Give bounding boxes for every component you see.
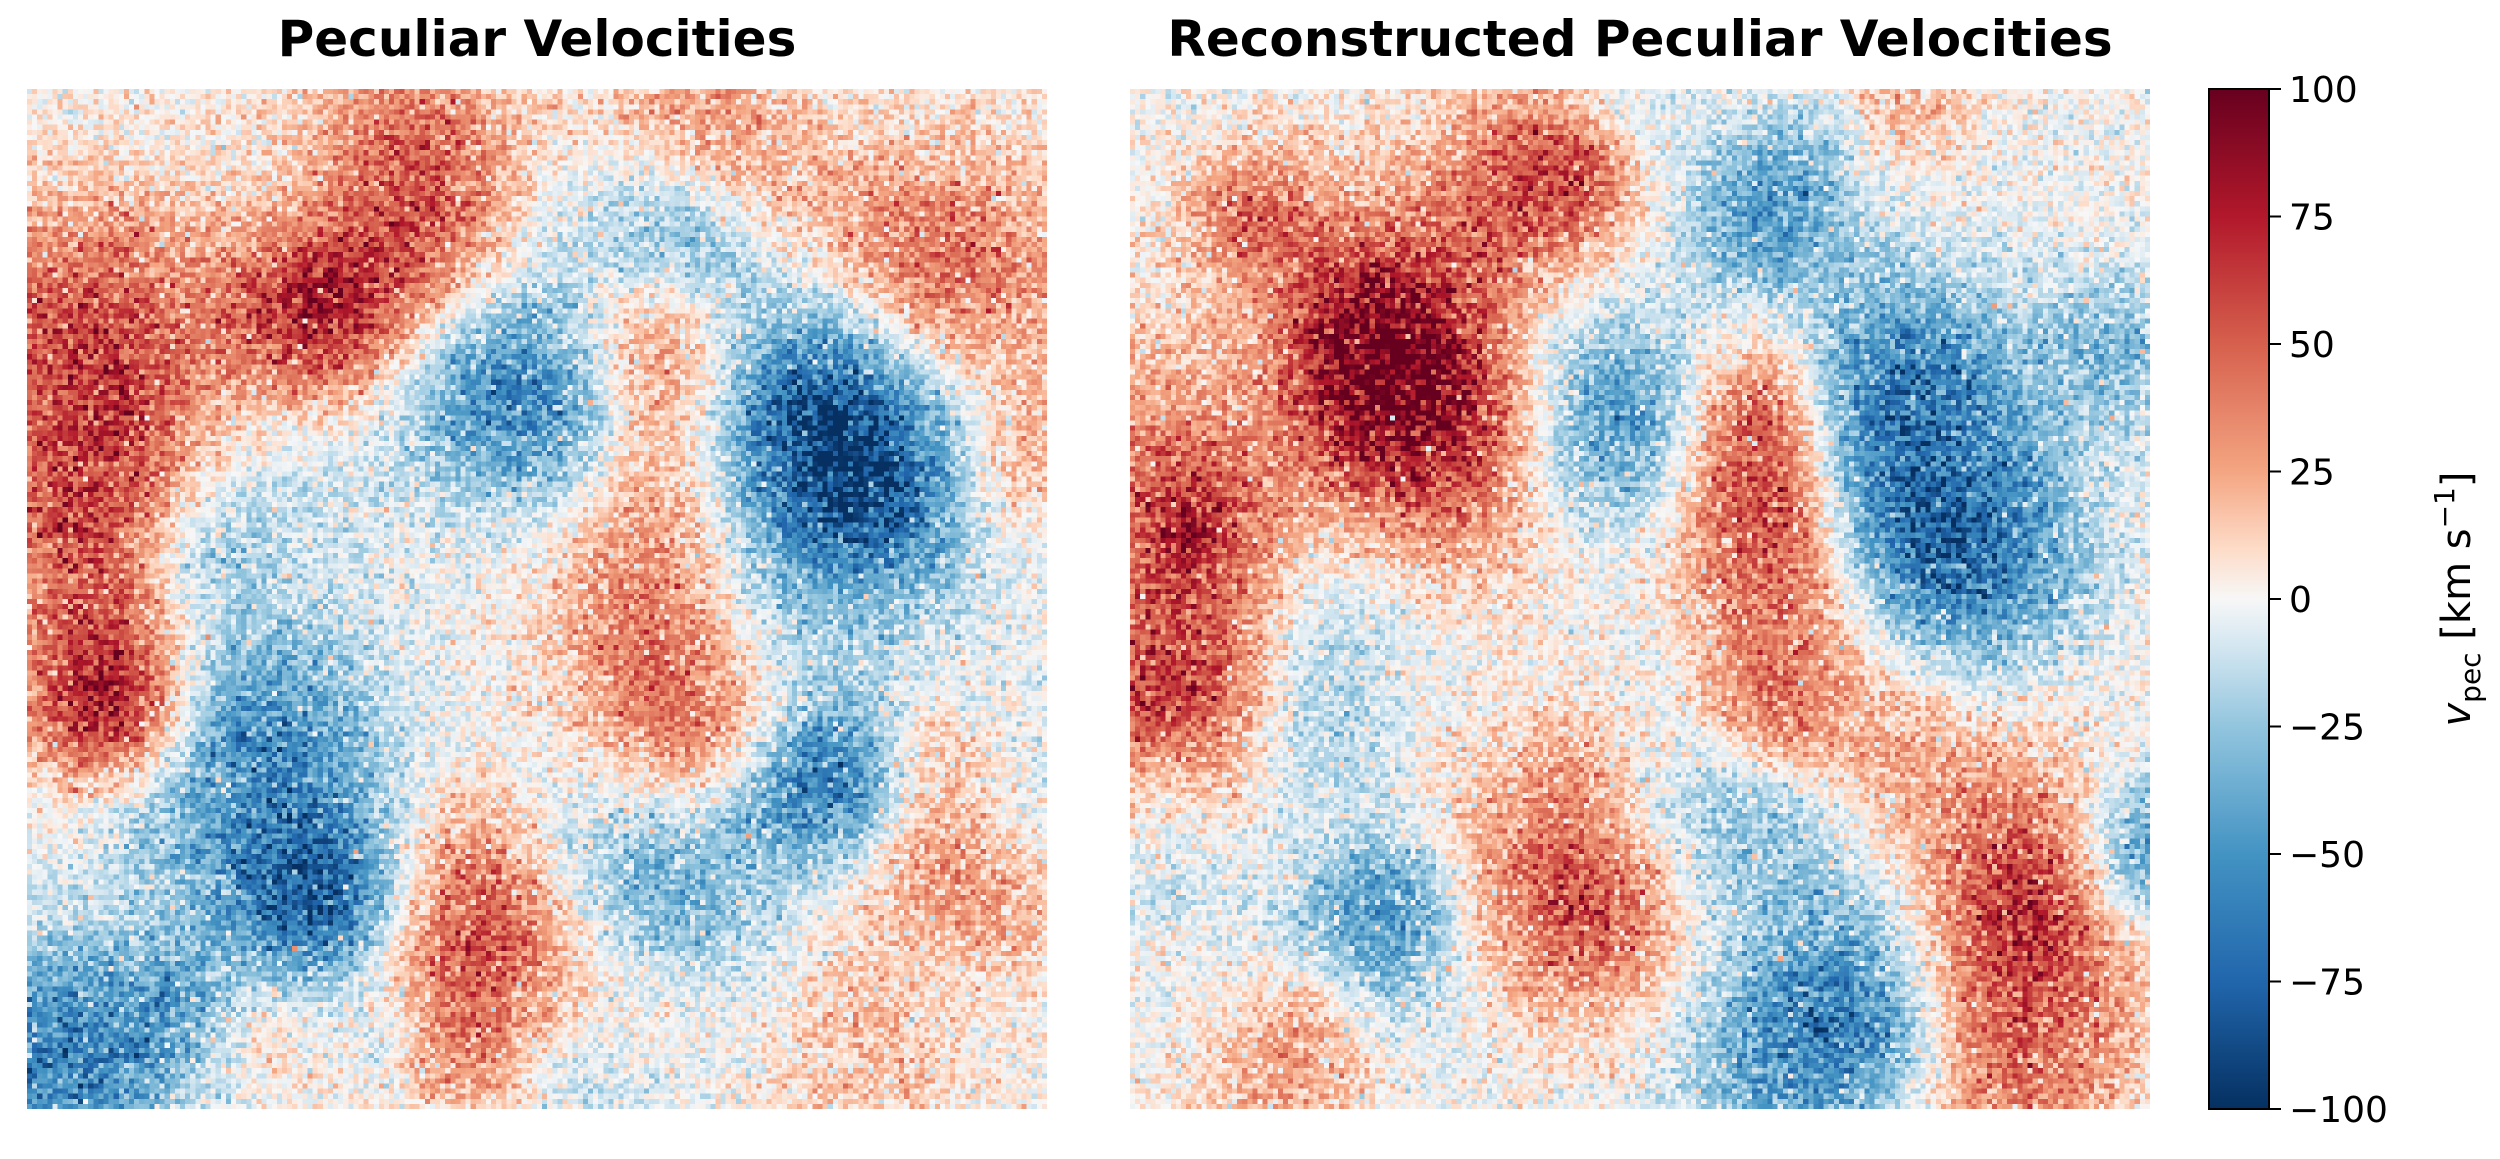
colorbar-label-superscript: −1 [2428, 487, 2461, 528]
colorbar-ticks: 100 75 50 25 0 −25 −50 −75 −100 [2269, 70, 2388, 1131]
colorbar-tick-label: 75 [2289, 198, 2335, 239]
colorbar-gradient [2208, 88, 2270, 1110]
colorbar-label: vpec [km s−1] [2428, 472, 2487, 727]
colorbar-tick-label: 0 [2289, 580, 2312, 621]
peculiar-velocities-heatmap [27, 89, 1047, 1109]
colorbar-tick-label: −25 [2289, 708, 2365, 749]
colorbar-tick-label: −50 [2289, 835, 2365, 876]
colorbar-tick-label: 25 [2289, 453, 2335, 494]
colorbar-label-units: [km s [2434, 528, 2480, 652]
colorbar-label-close: ] [2434, 472, 2480, 488]
left-panel-title: Peculiar Velocities [277, 10, 797, 68]
right-panel-title: Reconstructed Peculiar Velocities [1167, 10, 2113, 68]
colorbar-tick-label: −100 [2289, 1090, 2388, 1131]
reconstructed-velocities-heatmap [1130, 89, 2150, 1109]
colorbar-tick-label: −75 [2289, 963, 2365, 1004]
colorbar-tick-label: 50 [2289, 325, 2335, 366]
colorbar-label-symbol: v [2434, 701, 2480, 726]
colorbar-tick-label: 100 [2289, 70, 2358, 111]
colorbar-label-subscript: pec [2454, 652, 2487, 702]
